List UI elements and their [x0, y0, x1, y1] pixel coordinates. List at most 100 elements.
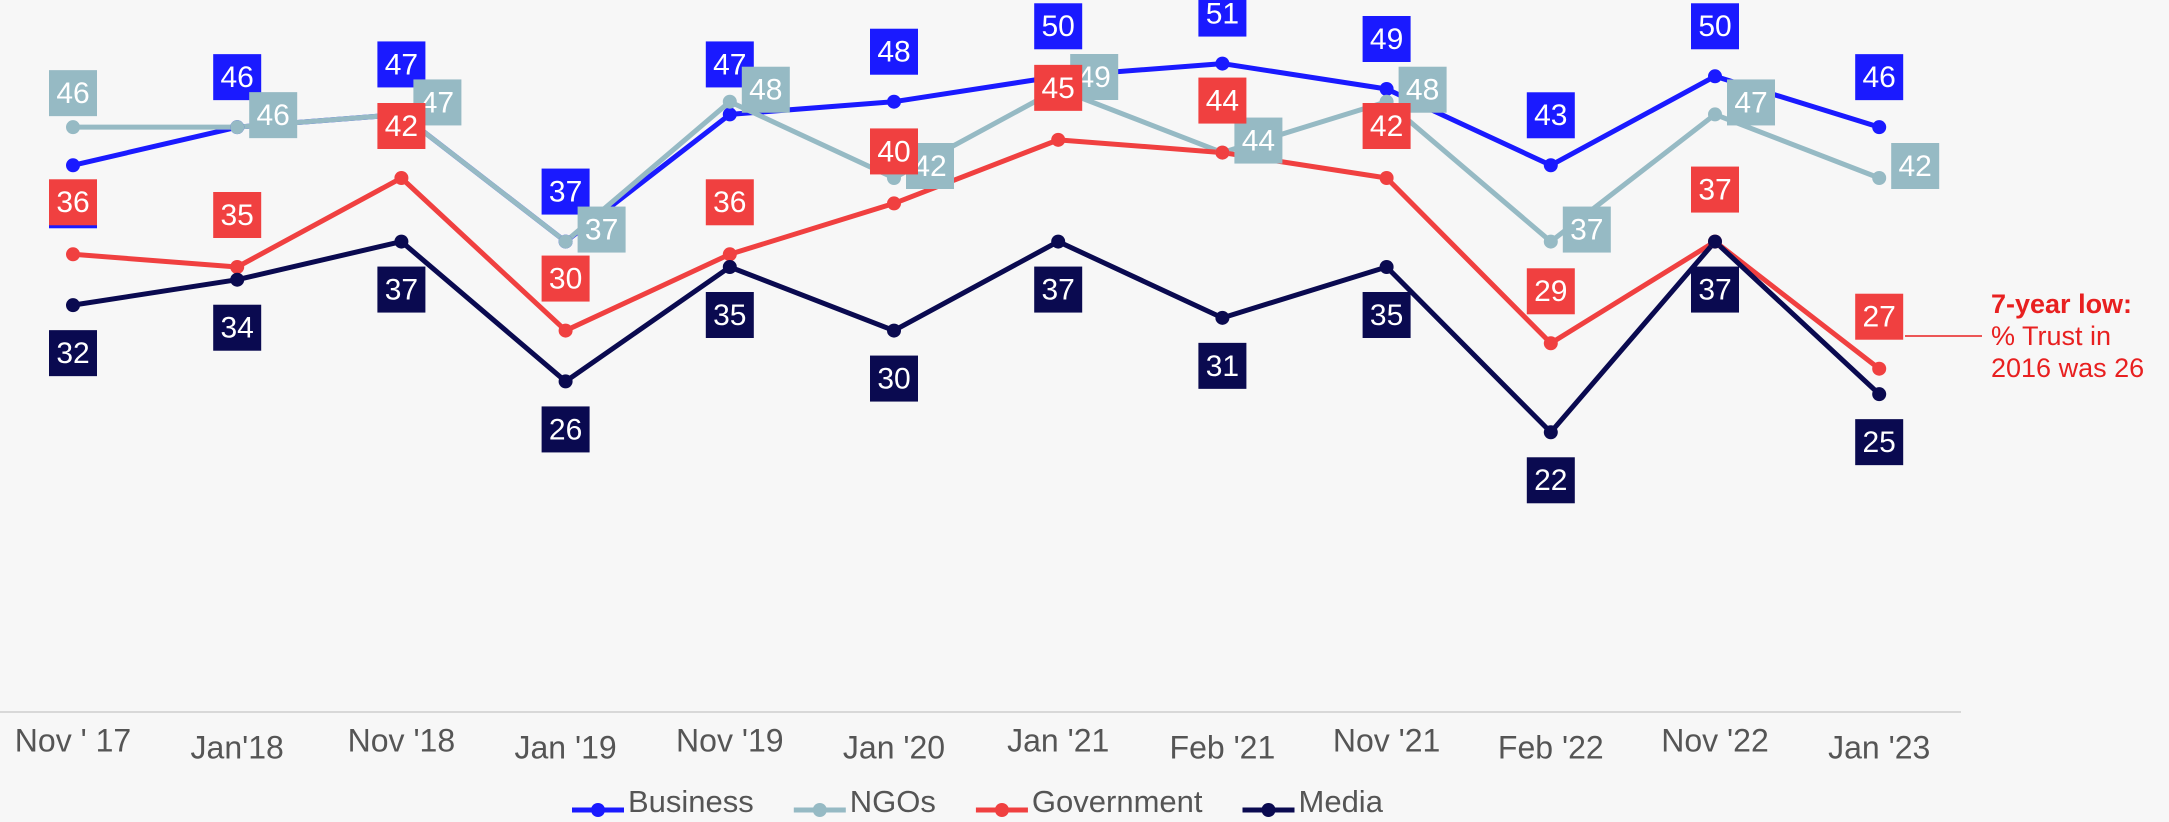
point — [1708, 107, 1722, 122]
point — [230, 272, 245, 287]
point — [887, 171, 901, 185]
label-text: 46 — [221, 61, 254, 94]
data-label: 22 — [1526, 457, 1575, 504]
data-label: 35 — [1362, 292, 1411, 338]
data-label: 27 — [1855, 293, 1904, 340]
point — [1379, 171, 1394, 185]
label-text: 30 — [877, 362, 910, 395]
label-box — [1526, 268, 1575, 315]
label-text: 43 — [1534, 99, 1567, 132]
point — [1872, 387, 1887, 402]
legend-dot — [1261, 803, 1276, 817]
label-text: 36 — [56, 186, 89, 219]
data-label: 40 — [870, 128, 918, 175]
data-label: 45 — [1034, 64, 1083, 111]
data-label: 37 — [1691, 166, 1739, 213]
data-label: 50 — [1691, 3, 1739, 50]
data-label: 35 — [213, 192, 262, 238]
point — [1543, 234, 1558, 249]
point — [230, 120, 245, 135]
annotation-text: 2016 was 26 — [1991, 353, 2144, 383]
point — [1708, 69, 1722, 84]
point — [722, 260, 737, 274]
label-box — [1855, 293, 1904, 340]
label-text: 49 — [1370, 23, 1403, 56]
label-box — [541, 255, 590, 302]
data-label: 37 — [1691, 266, 1739, 313]
label-box — [1727, 79, 1775, 126]
label-text: 47 — [421, 86, 454, 119]
data-label: 47 — [1727, 79, 1775, 126]
x-tick-label: Feb '22 — [1498, 729, 1604, 765]
label-text: 37 — [1698, 273, 1731, 306]
x-tick-label: Nov '21 — [1333, 722, 1441, 758]
label-box — [213, 192, 262, 238]
label-text: 42 — [1899, 150, 1932, 183]
point — [558, 234, 573, 249]
label-box — [213, 304, 262, 351]
point — [1051, 132, 1066, 147]
label-box — [741, 66, 790, 113]
label-text: 44 — [1206, 84, 1239, 117]
legend-label: Government — [1032, 784, 1203, 819]
legend-label: NGOs — [850, 784, 936, 819]
x-tick-label: Jan '21 — [1007, 722, 1109, 758]
label-box — [1362, 103, 1411, 149]
data-label: 34 — [213, 304, 262, 351]
label-text: 42 — [385, 110, 418, 143]
label-box — [1691, 266, 1739, 313]
label-box — [1034, 266, 1083, 313]
data-label: 43 — [1526, 92, 1575, 139]
x-tick-label: Jan '19 — [515, 729, 617, 765]
data-label: 50 — [1034, 3, 1083, 50]
data-label: 30 — [541, 255, 590, 302]
legend-label: Business — [628, 784, 754, 819]
label-box — [249, 92, 298, 139]
point — [1872, 120, 1887, 135]
label-text: 35 — [221, 199, 254, 232]
label-text: 37 — [1698, 173, 1731, 206]
label-text: 50 — [1042, 10, 1075, 43]
data-label: 37 — [577, 206, 626, 253]
x-tick-label: Nov ' 17 — [15, 722, 131, 758]
label-text: 37 — [1042, 273, 1075, 306]
label-text: 22 — [1534, 464, 1567, 497]
x-tick-label: Nov '22 — [1661, 722, 1769, 758]
data-label: 44 — [1234, 117, 1283, 164]
legend-dot — [812, 803, 827, 817]
label-text: 50 — [1698, 10, 1731, 43]
label-box — [49, 70, 97, 117]
data-label: 48 — [741, 66, 790, 113]
series-line — [72, 239, 1881, 435]
x-tick-label: Jan '20 — [843, 729, 945, 765]
label-box — [1198, 77, 1247, 124]
label-box — [1526, 92, 1575, 139]
point — [1543, 158, 1558, 173]
label-text: 45 — [1042, 72, 1075, 105]
point — [394, 171, 409, 185]
point — [558, 323, 573, 338]
data-label: 26 — [541, 406, 590, 453]
point — [1543, 425, 1558, 440]
label-text: 48 — [749, 74, 782, 107]
x-tick-label: Jan'18 — [191, 729, 284, 765]
label-text: 46 — [56, 77, 89, 110]
label-box — [1362, 292, 1411, 338]
label-text: 29 — [1534, 275, 1567, 308]
point — [887, 323, 901, 338]
label-box — [1855, 54, 1904, 101]
data-label: 35 — [705, 292, 754, 338]
point — [558, 374, 573, 389]
label-box — [49, 330, 97, 377]
data-label: 46 — [1855, 54, 1904, 101]
data-label: 42 — [1362, 103, 1411, 149]
point — [66, 298, 80, 313]
label-text: 35 — [1370, 299, 1403, 332]
label-text: 37 — [385, 273, 418, 306]
point — [1215, 310, 1230, 325]
label-box — [49, 179, 97, 226]
label-box — [1198, 0, 1247, 37]
point — [1215, 56, 1230, 71]
point — [1872, 171, 1887, 185]
